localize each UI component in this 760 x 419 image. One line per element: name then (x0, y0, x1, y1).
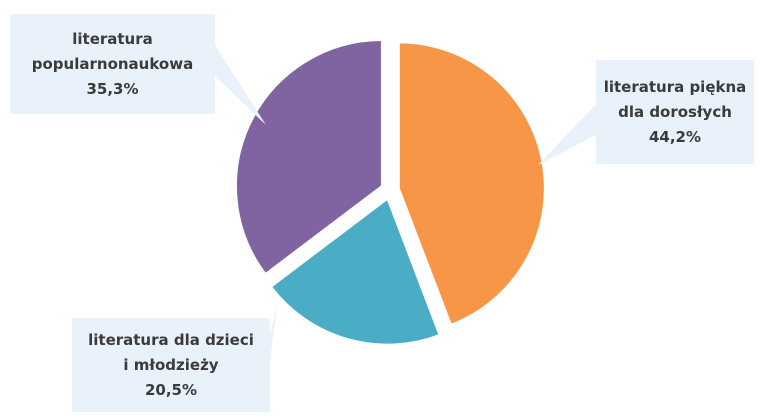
slice-callout-0: literatura piękna dla dorosłych 44,2% (538, 60, 754, 165)
slice-value-label: 44,2% (649, 128, 701, 146)
pie-slice-0 (397, 41, 546, 327)
callout-pointer (268, 300, 278, 375)
slice-category-label: i młodzieży (123, 356, 218, 374)
callout-box (596, 60, 754, 164)
slice-category-label: literatura dla dzieci (88, 331, 254, 349)
slice-category-label: literatura piękna (604, 78, 747, 96)
slice-category-label: literatura (72, 30, 153, 48)
callout-pointer (538, 102, 598, 165)
callout-pointer (213, 42, 266, 125)
slice-category-label: popularnonaukowa (32, 55, 193, 73)
slice-category-label: dla dorosłych (618, 103, 732, 121)
slice-callout-2: literatura popularnonaukowa 35,3% (10, 14, 266, 125)
slice-callout-1: literatura dla dzieci i młodzieży 20,5% (72, 300, 278, 412)
callout-box (72, 318, 270, 412)
slice-value-label: 20,5% (145, 381, 197, 399)
pie-slices (234, 38, 546, 346)
pie-slice-1 (269, 197, 441, 346)
callout-box (10, 14, 215, 114)
slice-value-label: 35,3% (86, 80, 138, 98)
pie-slice-2 (234, 38, 383, 276)
